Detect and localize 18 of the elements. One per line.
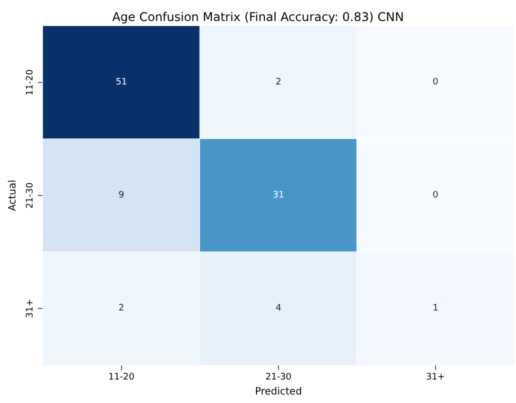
x-tick-label: 11-20 — [108, 372, 135, 382]
data-label: 0 — [432, 190, 439, 200]
data-label: 1 — [432, 304, 438, 314]
x-axis-title: Predicted — [254, 386, 302, 398]
chart-title: Age Confusion Matrix (Final Accuracy: 0.83) CNN — [112, 10, 404, 24]
y-tick-label: 11-20 — [25, 69, 36, 96]
data-label: 2 — [118, 304, 124, 314]
data-label: 51 — [116, 78, 128, 88]
y-tick-label: 31+ — [25, 299, 36, 318]
x-tick-label: 21-30 — [265, 372, 292, 382]
data-label: 31 — [272, 190, 284, 200]
x-tick-label: 31+ — [426, 372, 445, 382]
y-tick-label: 21-30 — [25, 182, 36, 209]
y-axis-title: Actual — [8, 180, 18, 212]
data-label: 2 — [276, 78, 282, 88]
data-label: 4 — [276, 304, 282, 314]
data-label: 0 — [432, 78, 439, 88]
data-label: 9 — [118, 190, 125, 200]
